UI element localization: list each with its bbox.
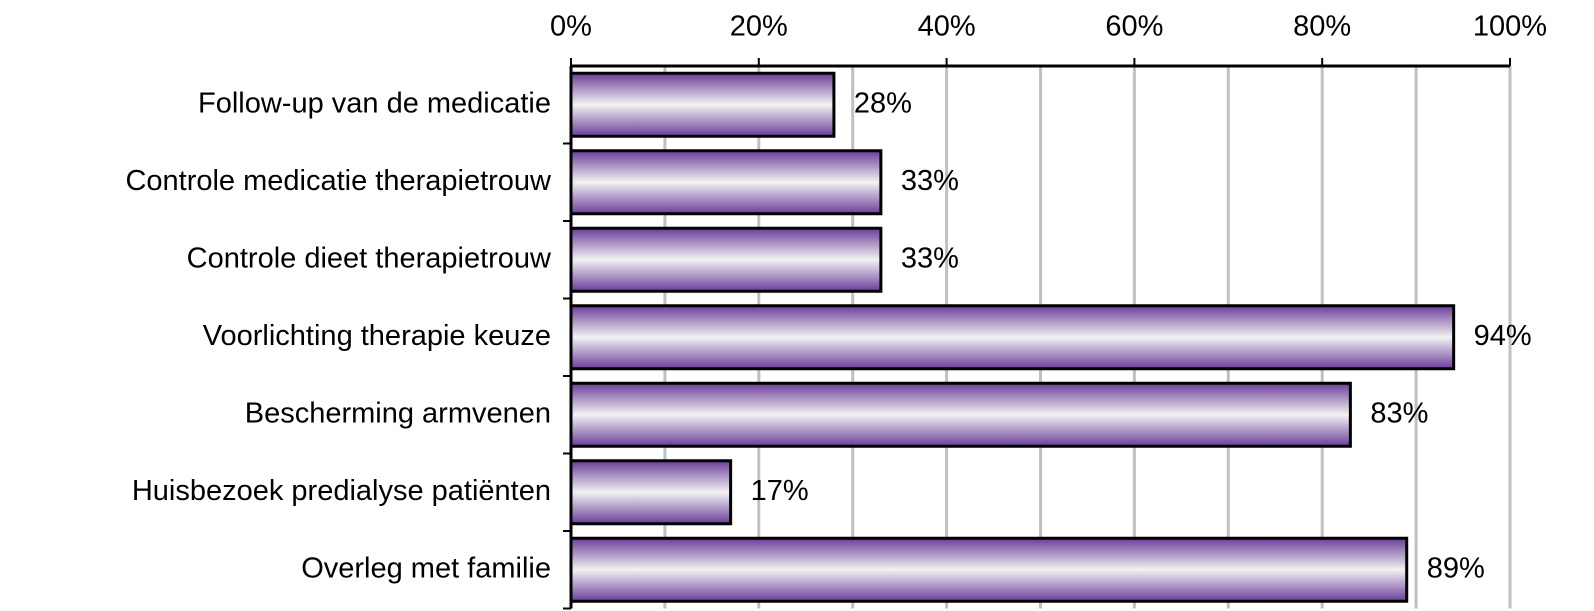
x-tick-label: 0% <box>550 11 592 43</box>
x-tick-label: 80% <box>1293 11 1351 43</box>
y-tick-label: Controle dieet therapietrouw <box>187 242 552 274</box>
bar <box>569 304 1456 371</box>
bar <box>569 71 836 138</box>
bar <box>569 149 883 216</box>
bar <box>569 381 1352 448</box>
bar <box>569 226 883 293</box>
y-tick-label: Follow-up van de medicatie <box>198 87 551 119</box>
x-tick-label: 100% <box>1473 11 1547 43</box>
y-tick-label: Huisbezoek predialyse patiënten <box>132 475 551 507</box>
y-tick-label: Bescherming armvenen <box>245 397 551 429</box>
value-label: 28% <box>854 87 912 119</box>
value-label: 94% <box>1474 320 1532 352</box>
value-label: 33% <box>901 242 959 274</box>
y-tick-label: Controle medicatie therapietrouw <box>125 165 552 197</box>
bar <box>569 459 733 526</box>
y-tick-label: Overleg met familie <box>301 552 551 584</box>
x-tick-label: 40% <box>918 11 976 43</box>
value-label: 83% <box>1370 397 1428 429</box>
x-tick-label: 20% <box>730 11 788 43</box>
value-label: 17% <box>751 475 809 507</box>
x-tick-label: 60% <box>1105 11 1163 43</box>
value-label: 89% <box>1427 552 1485 584</box>
y-tick-label: Voorlichting therapie keuze <box>203 320 551 352</box>
bar <box>569 536 1409 603</box>
value-label: 33% <box>901 165 959 197</box>
